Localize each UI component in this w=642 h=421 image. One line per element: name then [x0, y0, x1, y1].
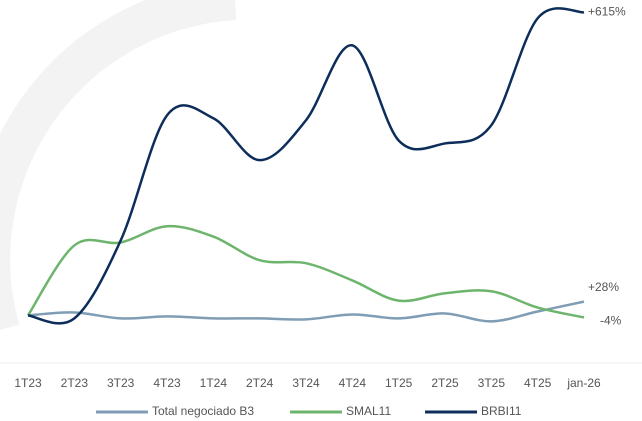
x-tick-label: 3T23 [107, 376, 135, 390]
series-line [27, 300, 585, 323]
x-tick-label: 4T24 [339, 376, 367, 390]
series-line [27, 7, 585, 325]
end-label: +28% [588, 280, 619, 294]
series-line [26, 224, 585, 319]
x-tick-label: jan-26 [566, 376, 601, 390]
background-arc [0, 0, 237, 330]
x-tick-label: 2T25 [431, 376, 459, 390]
x-tick-label: 1T23 [14, 376, 42, 390]
x-tick-label: 1T25 [385, 376, 413, 390]
legend-label: Total negociado B3 [152, 404, 254, 418]
x-tick-label: 4T23 [153, 376, 181, 390]
x-tick-label: 2T24 [246, 376, 274, 390]
legend-label: SMAL11 [346, 404, 391, 418]
x-tick-label: 2T23 [61, 376, 89, 390]
x-tick-label: 4T25 [524, 376, 552, 390]
x-tick-label: 3T25 [478, 376, 506, 390]
legend-label: BRBI11 [481, 404, 522, 418]
end-label: -4% [600, 314, 622, 328]
x-tick-label: 3T24 [292, 376, 320, 390]
x-tick-label: 1T24 [200, 376, 228, 390]
end-label: +615% [588, 4, 626, 18]
